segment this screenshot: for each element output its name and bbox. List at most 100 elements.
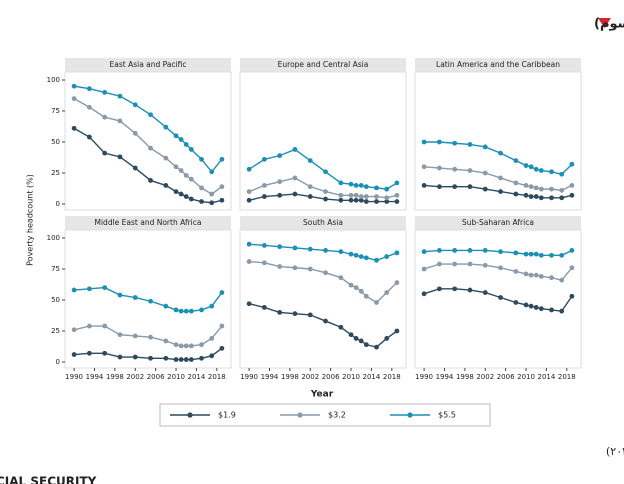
panel-title: Middle East and North Africa <box>95 218 202 227</box>
point <box>538 274 544 279</box>
point <box>163 155 169 161</box>
y-tick-label: 50 <box>51 296 60 304</box>
page-fragment: CIAL SECURITY <box>0 475 97 484</box>
point <box>421 266 427 272</box>
point <box>353 285 359 290</box>
plot-frame <box>239 229 407 369</box>
point <box>183 357 189 362</box>
point <box>533 272 539 278</box>
point <box>307 312 313 318</box>
x-tick-label: 2006 <box>497 373 515 381</box>
x-tick-label: 1990 <box>240 373 258 381</box>
y-tick-label: 100 <box>47 76 60 84</box>
x-tick-label: 2014 <box>538 373 556 381</box>
point <box>246 166 252 172</box>
point <box>183 308 189 314</box>
point <box>358 197 364 203</box>
point <box>452 140 458 146</box>
point <box>86 134 92 140</box>
point <box>178 137 184 142</box>
point <box>183 142 189 147</box>
point <box>173 342 179 348</box>
point <box>528 164 534 170</box>
point <box>183 343 189 349</box>
point <box>117 154 123 160</box>
point <box>523 271 529 277</box>
point <box>569 293 575 299</box>
point <box>71 83 77 89</box>
point <box>117 93 123 99</box>
point <box>358 194 364 199</box>
point <box>323 270 328 276</box>
point <box>277 264 283 269</box>
point <box>436 165 442 171</box>
point <box>513 180 519 186</box>
point <box>421 249 427 255</box>
point <box>199 355 204 361</box>
x-tick-label: 2014 <box>363 373 381 381</box>
point <box>384 186 390 192</box>
point <box>482 170 488 176</box>
point <box>498 175 503 181</box>
y-tick-label: 25 <box>51 169 60 177</box>
point <box>199 156 204 162</box>
point <box>173 357 179 362</box>
x-tick-label: 1990 <box>65 373 83 381</box>
point <box>188 196 194 202</box>
point <box>358 254 364 259</box>
point <box>117 354 123 360</box>
x-tick-label: 2010 <box>167 373 185 381</box>
point <box>261 194 267 199</box>
plot-frame <box>64 229 232 369</box>
point <box>71 327 77 333</box>
point <box>132 165 138 171</box>
point <box>538 252 544 258</box>
point <box>384 199 390 204</box>
point <box>353 252 359 258</box>
point <box>71 96 77 101</box>
point <box>183 173 189 178</box>
point <box>436 139 442 145</box>
point <box>513 158 519 164</box>
point <box>538 306 544 312</box>
point <box>348 282 354 288</box>
point <box>132 130 138 136</box>
point <box>498 189 503 195</box>
point <box>188 176 194 182</box>
point <box>132 354 138 360</box>
point <box>148 178 153 183</box>
x-tick-label: 1994 <box>261 373 279 381</box>
panel-header <box>415 216 581 230</box>
x-tick-label: 1998 <box>281 373 299 381</box>
point <box>178 168 184 173</box>
point <box>188 308 194 314</box>
series-line <box>73 127 223 204</box>
point <box>358 288 364 294</box>
point <box>363 255 369 261</box>
point <box>394 199 400 204</box>
point <box>394 280 400 286</box>
point <box>307 246 313 252</box>
point <box>452 261 458 267</box>
plot-frame <box>64 71 232 211</box>
panel-header <box>240 216 406 230</box>
point <box>528 272 534 278</box>
point <box>338 249 344 255</box>
point <box>163 338 169 344</box>
point <box>421 291 427 297</box>
panel-title: East Asia and Pacific <box>110 60 187 69</box>
panel-title: South Asia <box>303 218 343 227</box>
point <box>292 191 298 197</box>
point <box>498 249 503 255</box>
y-tick-label: 75 <box>51 265 60 273</box>
point <box>277 244 283 250</box>
point <box>559 195 565 201</box>
point <box>421 139 427 145</box>
point <box>173 307 179 313</box>
x-tick-label: 1990 <box>415 373 433 381</box>
x-tick-label: 2006 <box>147 373 165 381</box>
point <box>436 261 442 267</box>
point <box>374 194 379 199</box>
x-tick-label: 1994 <box>86 373 104 381</box>
point <box>102 114 108 120</box>
